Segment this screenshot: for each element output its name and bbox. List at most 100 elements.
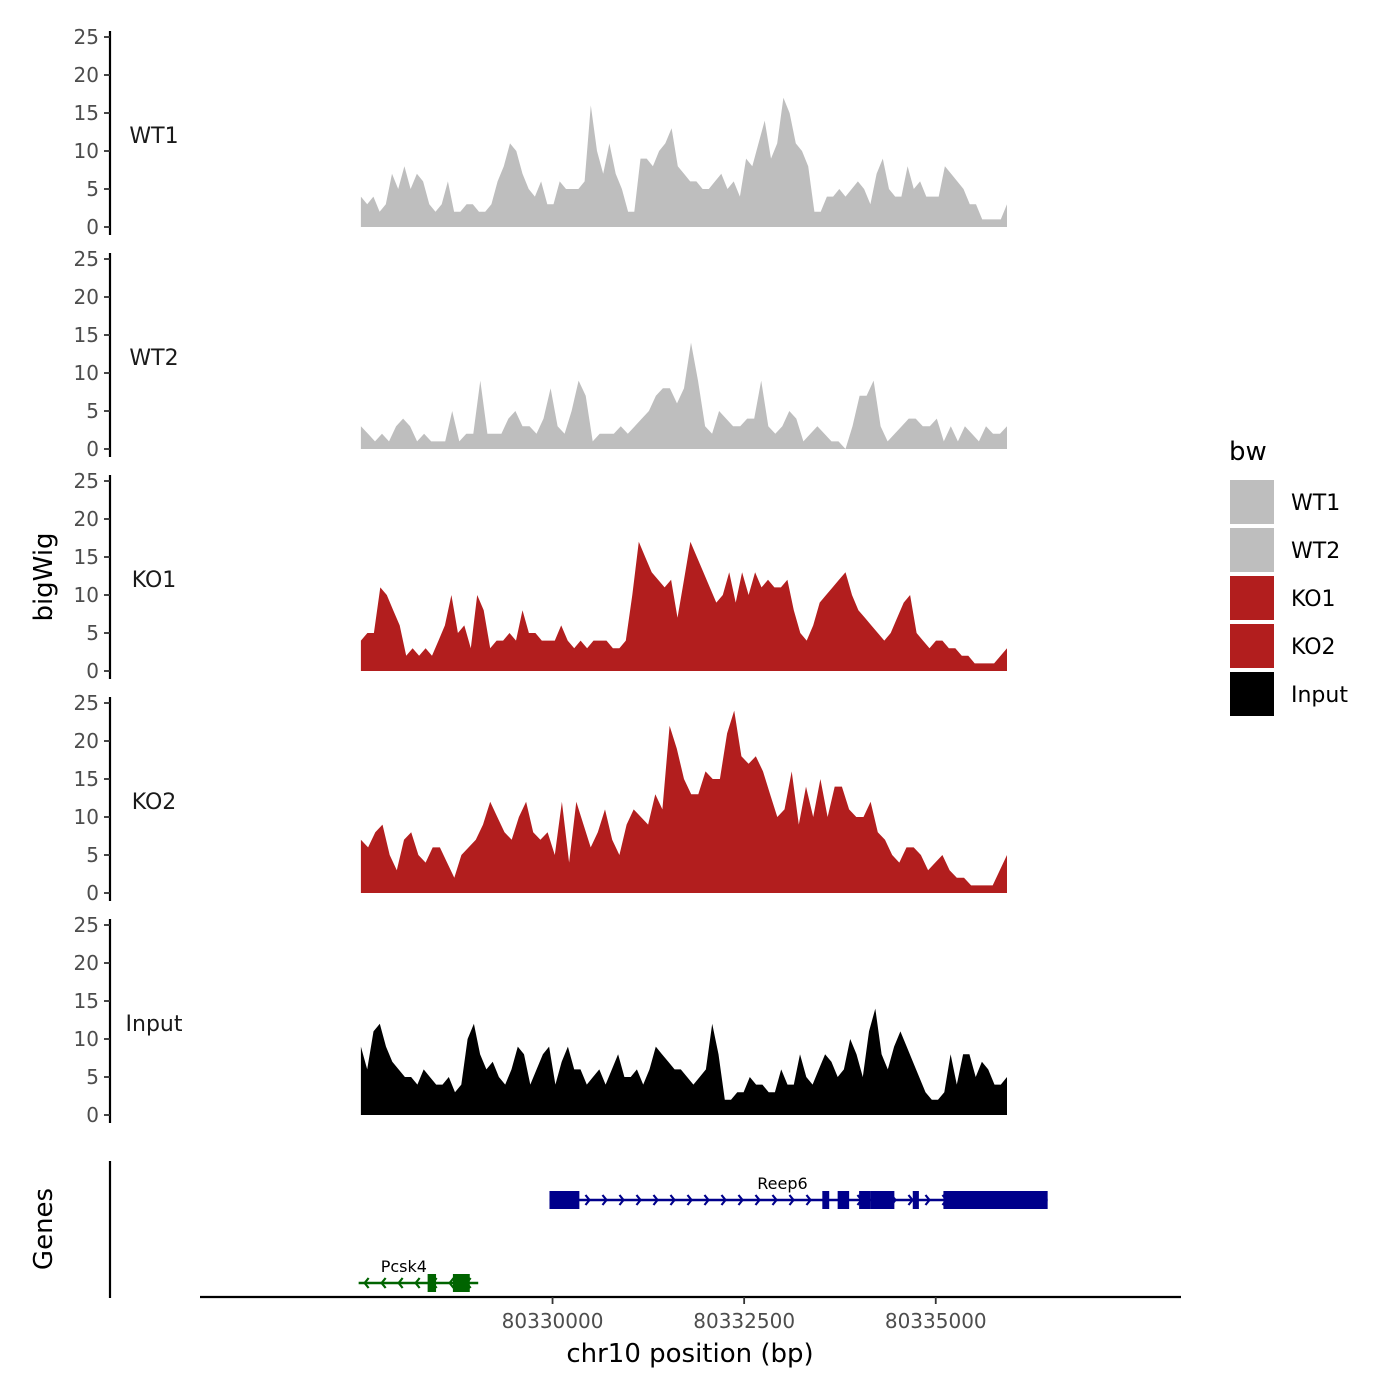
gene-label: Pcsk4 [381, 1257, 427, 1276]
legend-swatch [1230, 576, 1274, 620]
strand-arrow [414, 1277, 421, 1289]
gene-reep6: Reep6 [549, 1174, 1048, 1209]
legend-label: KO1 [1291, 587, 1336, 612]
strand-arrow [601, 1194, 608, 1206]
track-ko1: 0 5 10 15 20 25 KO1 [74, 469, 1007, 683]
strand-arrow [703, 1194, 710, 1206]
strand-arrow [652, 1194, 659, 1206]
y-tick-label: 25 [74, 247, 99, 271]
x-tick-label: 80335000 [885, 1309, 987, 1333]
strand-arrow [363, 1277, 370, 1289]
strand-arrow [669, 1194, 676, 1206]
track-label: WT1 [129, 124, 178, 149]
exon-block [452, 1274, 470, 1292]
strand-arrow [907, 1194, 914, 1206]
legend-label: WT1 [1291, 491, 1340, 516]
tracks-layer: 0510152025WT10510152025WT20510152025KO10… [74, 25, 1007, 1127]
strand-arrow [805, 1194, 812, 1206]
legend-entry-input: Input [1230, 672, 1348, 716]
strand-arrow [686, 1194, 693, 1206]
gene-label: Reep6 [757, 1174, 807, 1193]
exon-block [427, 1274, 437, 1292]
strand-arrow [771, 1194, 778, 1206]
y-tick-label: 10 [74, 139, 99, 163]
legend-entry-ko1: KO1 [1230, 576, 1336, 620]
y-tick-label: 5 [86, 177, 99, 201]
exon-block [549, 1191, 580, 1209]
legend-label: KO2 [1291, 635, 1336, 660]
y-tick-label: 20 [74, 951, 99, 975]
y-tick-label: 0 [86, 881, 99, 905]
legend-swatch [1230, 528, 1274, 572]
y-tick-label: 25 [74, 25, 99, 49]
y-tick-label: 5 [86, 843, 99, 867]
exon-block [943, 1191, 1048, 1209]
y-tick-label: 20 [74, 63, 99, 87]
exon-block [870, 1191, 895, 1209]
strand-arrow [635, 1194, 642, 1206]
exon-block [912, 1191, 919, 1209]
exon-block [859, 1191, 871, 1209]
legend-entry-ko2: KO2 [1230, 624, 1336, 668]
y-tick-label: 15 [74, 323, 99, 347]
track-ko2: 0 5 10 15 20 25 KO2 [74, 691, 1007, 905]
strand-arrow [380, 1277, 387, 1289]
track-label: KO2 [132, 790, 177, 815]
coverage-area [360, 541, 1007, 671]
legend-swatch [1230, 480, 1274, 524]
y-tick-label: 0 [86, 215, 99, 239]
y-tick-label: 10 [74, 361, 99, 385]
legend-entry-wt1: WT1 [1230, 480, 1340, 524]
exon-block [822, 1191, 830, 1209]
coverage-area [360, 342, 1007, 449]
y-tick-label: 15 [74, 767, 99, 791]
strand-arrow [584, 1194, 591, 1206]
y-tick-label: 15 [74, 989, 99, 1013]
legend: bw WT1 WT2 KO1 KO2 Input [1229, 437, 1348, 716]
strand-arrow [754, 1194, 761, 1206]
y-tick-label: 20 [74, 729, 99, 753]
y-tick-label: 5 [86, 621, 99, 645]
y-tick-label: 0 [86, 437, 99, 461]
genes-axis-title: Genes [29, 1188, 59, 1270]
strand-arrow [924, 1194, 931, 1206]
y-tick-label: 5 [86, 1065, 99, 1089]
x-axis: 80330000 80332500 80335000 [200, 1295, 1181, 1333]
coverage-area [360, 1008, 1007, 1115]
y-tick-label: 0 [86, 659, 99, 683]
y-tick-label: 10 [74, 583, 99, 607]
y-tick-label: 10 [74, 1027, 99, 1051]
y-tick-label: 15 [74, 545, 99, 569]
y-tick-label: 25 [74, 469, 99, 493]
track-wt2: 0 5 10 15 20 25 WT2 [74, 247, 1007, 461]
y-tick-label: 25 [74, 913, 99, 937]
y-tick-label: 20 [74, 507, 99, 531]
strand-arrow [720, 1194, 727, 1206]
y-tick-label: 0 [86, 1103, 99, 1127]
exon-block [837, 1191, 850, 1209]
y-tick-label: 20 [74, 285, 99, 309]
strand-arrow [737, 1194, 744, 1206]
track-label: KO1 [132, 568, 177, 593]
legend-label: WT2 [1291, 539, 1340, 564]
gene-pcsk4: Pcsk4 [358, 1257, 479, 1292]
x-tick-label: 80330000 [502, 1309, 604, 1333]
track-label: Input [126, 1012, 183, 1037]
strand-arrow [448, 1277, 455, 1289]
y-tick-label: 10 [74, 805, 99, 829]
genes-layer: Reep6 Pcsk4 [108, 1161, 1048, 1298]
legend-swatch [1230, 624, 1274, 668]
strand-arrow [788, 1194, 795, 1206]
legend-swatch [1230, 672, 1274, 716]
coverage-area [360, 97, 1007, 227]
track-input: 0 5 10 15 20 25 Input [74, 913, 1007, 1127]
x-axis-title: chr10 position (bp) [566, 1339, 813, 1369]
legend-label: Input [1291, 683, 1348, 708]
y-tick-label: 25 [74, 691, 99, 715]
strand-arrow [618, 1194, 625, 1206]
strand-arrow [397, 1277, 404, 1289]
y-tick-label: 15 [74, 101, 99, 125]
y-tick-label: 5 [86, 399, 99, 423]
legend-title: bw [1229, 437, 1267, 467]
